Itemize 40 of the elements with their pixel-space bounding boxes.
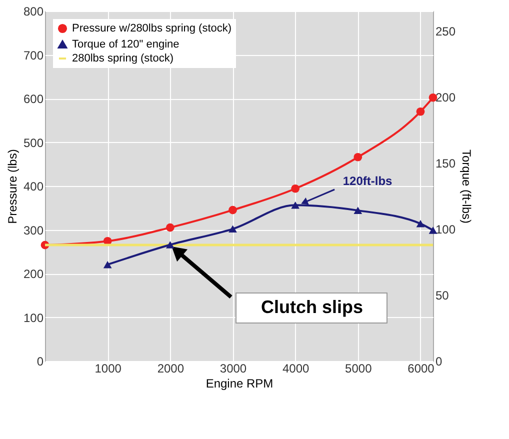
x-tick-label: 3000	[220, 362, 247, 376]
y2-tick-label: 0	[436, 354, 442, 368]
point	[291, 202, 300, 209]
point	[416, 220, 425, 228]
y-tick-label: 0	[36, 354, 44, 368]
annotation: Clutch slips	[260, 297, 364, 317]
y-axis-title: Pressure (lbs)	[5, 149, 20, 224]
y2-tick-label: 250	[436, 24, 456, 38]
x-tick-label: 6000	[408, 362, 435, 376]
x-tick-label: 1000	[94, 362, 122, 376]
point	[103, 260, 112, 268]
point	[228, 206, 237, 214]
legend-label: Pressure w/280lbs spring (stock)	[72, 22, 232, 34]
annotation: 120ft-lbs	[342, 174, 393, 188]
y2-tick-label: 100	[436, 222, 456, 236]
x-axis-title: Engine RPM	[206, 376, 274, 390]
y-tick-label: 500	[23, 136, 44, 150]
point	[166, 223, 174, 232]
y2-tick-label: 50	[436, 288, 450, 302]
point	[354, 152, 362, 162]
legend-label: Torque of 120" engine	[72, 38, 180, 50]
y2-tick-label: 150	[436, 156, 456, 170]
point	[228, 225, 237, 233]
point	[416, 107, 425, 116]
point	[291, 184, 300, 193]
y-tick-label: 200	[23, 267, 44, 281]
x-tick-label: 2000	[157, 362, 184, 376]
y-tick-label: 800	[23, 4, 44, 18]
y-tick-label: 300	[23, 223, 44, 238]
y-tick-label: 400	[23, 180, 44, 194]
y-tick-label: 700	[23, 48, 44, 62]
x-tick-label: 5000	[345, 362, 372, 376]
x-tick-label: 4000	[282, 362, 310, 376]
y2-axis-title: Torque (ft-lbs)	[460, 149, 474, 224]
legend-label: 280lbs spring (stock)	[72, 52, 174, 64]
y2-tick-label: 200	[436, 90, 456, 104]
y-tick-label: 100	[23, 310, 44, 325]
point	[354, 206, 362, 214]
point	[166, 241, 174, 248]
y-tick-label: 600	[23, 92, 44, 106]
